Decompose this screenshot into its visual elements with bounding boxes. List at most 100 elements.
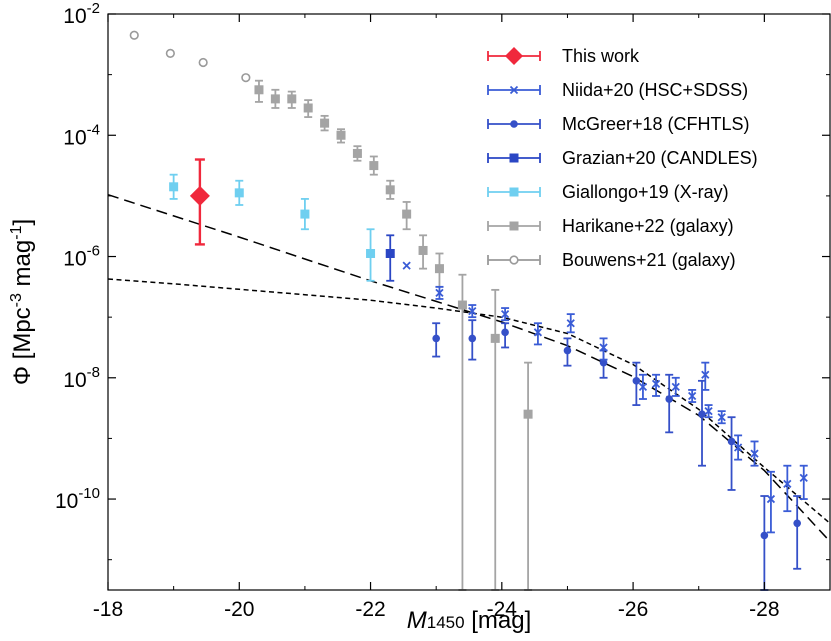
y-tick-label: 10-8 bbox=[63, 364, 100, 392]
niida-point bbox=[566, 319, 575, 328]
legend-label: Grazian+20 (CANDLES) bbox=[562, 148, 758, 168]
y-axis-label: Φ [Mpc-3 mag-1] bbox=[8, 219, 36, 385]
legend-item-giallongo: Giallongo+19 (X-ray) bbox=[487, 182, 729, 202]
series-niida bbox=[402, 261, 808, 534]
legend-marker bbox=[505, 47, 523, 65]
mcgreer-point bbox=[665, 395, 673, 403]
legend-label: Bouwens+21 (galaxy) bbox=[562, 250, 736, 270]
x-tick-label: -26 bbox=[618, 598, 648, 621]
niida-point bbox=[701, 370, 710, 379]
giallongo-point bbox=[169, 182, 179, 192]
legend-label: Niida+20 (HSC+SDSS) bbox=[562, 80, 748, 100]
niida-point bbox=[704, 407, 713, 416]
series-harikane bbox=[254, 79, 533, 591]
legend-item-this-work: This work bbox=[487, 46, 640, 66]
legend-label: Harikane+22 (galaxy) bbox=[562, 216, 734, 236]
y-tick-label: 10-4 bbox=[63, 121, 100, 149]
y-tick-label: 10-2 bbox=[63, 0, 100, 28]
legend-label: Giallongo+19 (X-ray) bbox=[562, 182, 729, 202]
legend-marker bbox=[509, 187, 519, 197]
legend-marker bbox=[510, 120, 518, 128]
grazian-point bbox=[385, 248, 395, 258]
harikane-point bbox=[254, 85, 264, 95]
niida-point bbox=[766, 494, 776, 504]
mcgreer-point bbox=[468, 334, 477, 343]
x-axis-label: M1450 [mag] bbox=[407, 607, 532, 634]
bouwens-point bbox=[129, 30, 139, 40]
x-tick-label: -18 bbox=[93, 598, 123, 621]
harikane-point bbox=[270, 94, 280, 104]
mcgreer-point bbox=[432, 334, 440, 343]
model-line-long-dash bbox=[107, 193, 831, 543]
harikane-point bbox=[303, 103, 313, 113]
niida-point bbox=[599, 343, 608, 352]
niida-point bbox=[671, 382, 680, 392]
giallongo-point bbox=[300, 209, 310, 219]
niida-point bbox=[783, 479, 792, 489]
x-tick-label: -24 bbox=[487, 598, 518, 621]
legend-label: McGreer+18 (CFHTLS) bbox=[562, 114, 750, 134]
niida-point bbox=[750, 449, 759, 458]
harikane-point bbox=[336, 130, 346, 140]
niida-point bbox=[638, 382, 648, 392]
niida-point bbox=[468, 306, 477, 316]
niida-point bbox=[688, 391, 697, 401]
legend-item-bouwens: Bouwens+21 (galaxy) bbox=[487, 250, 736, 270]
axis-ticks: -18 -20 -22 -24 -26 -28 10-2 10-4 10-6 10-8 10-10 bbox=[55, 0, 830, 621]
harikane-point bbox=[320, 118, 330, 128]
legend-label: This work bbox=[562, 46, 640, 66]
bouwens-point bbox=[241, 73, 251, 83]
mcgreer-point bbox=[501, 328, 509, 337]
mcgreer-point bbox=[632, 377, 641, 385]
series-bouwens bbox=[129, 30, 251, 83]
niida-point bbox=[733, 443, 743, 452]
mcgreer-point bbox=[793, 519, 801, 528]
harikane-point bbox=[287, 94, 297, 104]
niida-point bbox=[717, 413, 726, 422]
y-tick-label: 10-10 bbox=[55, 485, 100, 513]
harikane-point bbox=[369, 161, 379, 171]
model-lines bbox=[107, 193, 831, 543]
harikane-point bbox=[402, 209, 412, 219]
legend-marker bbox=[509, 255, 519, 265]
this-work-point bbox=[189, 185, 210, 206]
series-giallongo bbox=[169, 173, 376, 282]
mcgreer-point bbox=[563, 346, 572, 355]
niida-point bbox=[651, 379, 661, 388]
harikane-point bbox=[385, 185, 395, 195]
mcgreer-point bbox=[760, 531, 769, 540]
x-tick-label: -22 bbox=[355, 598, 385, 621]
niida-point bbox=[500, 309, 510, 319]
plot-frame bbox=[107, 13, 831, 591]
mcgreer-point bbox=[698, 410, 706, 418]
legend-item-niida: Niida+20 (HSC+SDSS) bbox=[487, 80, 748, 100]
mcgreer-point bbox=[727, 437, 736, 446]
legend-marker bbox=[509, 85, 519, 95]
y-tick-label: 10-6 bbox=[63, 243, 100, 271]
legend-marker bbox=[509, 153, 519, 163]
model-line-short-dash bbox=[107, 278, 831, 524]
legend-item-harikane: Harikane+22 (galaxy) bbox=[487, 216, 734, 236]
legend: This work Niida+20 (HSC+SDSS) McGreer+18 (… bbox=[487, 46, 758, 270]
series-mcgreer bbox=[432, 319, 802, 591]
niida-point bbox=[435, 288, 444, 298]
legend-marker bbox=[509, 221, 519, 231]
x-tick-label: -28 bbox=[749, 598, 779, 621]
legend-item-grazian: Grazian+20 (CANDLES) bbox=[487, 148, 758, 168]
harikane-point bbox=[434, 264, 444, 274]
niida-point bbox=[799, 473, 808, 482]
harikane-point bbox=[418, 245, 428, 255]
legend-item-mcgreer: McGreer+18 (CFHTLS) bbox=[487, 114, 750, 134]
harikane-point bbox=[352, 148, 362, 158]
giallongo-point bbox=[234, 188, 244, 198]
bouwens-point bbox=[198, 57, 208, 68]
giallongo-point bbox=[366, 248, 376, 258]
harikane-point bbox=[523, 409, 533, 419]
harikane-point bbox=[490, 333, 500, 343]
series-this-work bbox=[189, 158, 210, 246]
niida-point bbox=[402, 261, 411, 270]
harikane-point bbox=[457, 300, 467, 310]
bouwens-point bbox=[165, 48, 175, 59]
niida-point bbox=[533, 328, 543, 337]
